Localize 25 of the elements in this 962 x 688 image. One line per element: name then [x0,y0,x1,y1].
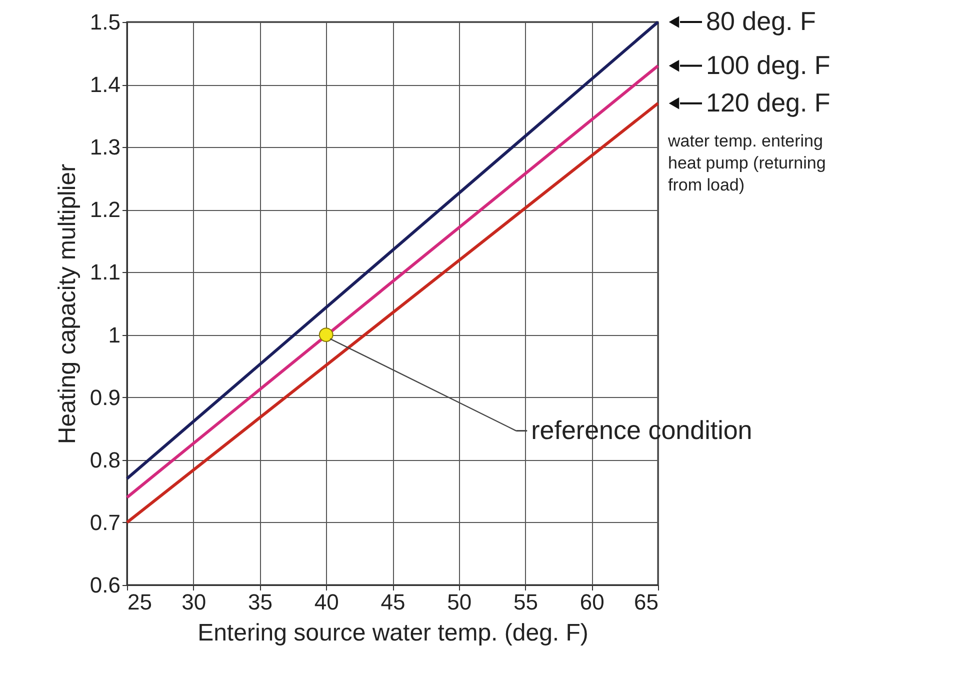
series-label: 80 deg. F [706,6,816,36]
x-tick-label: 40 [314,590,339,614]
x-tick-label: 35 [248,590,272,614]
y-tick-label: 1.5 [90,10,120,34]
x-tick-label: 45 [380,590,406,614]
y-tick-label: 0.9 [90,384,120,410]
y-tick-label: 0.8 [90,447,120,472]
x-tick-label: 65 [634,590,658,614]
y-tick-label: 0.6 [90,572,120,598]
y-tick-label: 1.4 [90,72,120,98]
series-label: 120 deg. F [706,87,830,118]
y-tick-label: 1.3 [90,134,120,160]
legend-title: water temp. entering heat pump (returning from load) [667,131,826,194]
y-tick-label: 1.1 [90,260,120,285]
x-axis-title: Entering source water temp. (deg. F) [198,620,588,646]
x-tick-label: 30 [182,590,206,614]
y-tick-label: 1.2 [90,197,120,222]
y-tick-label: 0.7 [90,510,120,535]
y-tick-label: 1 [108,322,120,348]
x-tick-label: 25 [128,590,152,614]
series-label: 100 deg. F [706,50,830,80]
x-tick-label: 55 [514,590,538,614]
x-tick-label: 50 [447,590,472,614]
y-axis-title: Heating capacity multiplier [54,164,81,444]
x-tick-label: 60 [580,590,604,614]
